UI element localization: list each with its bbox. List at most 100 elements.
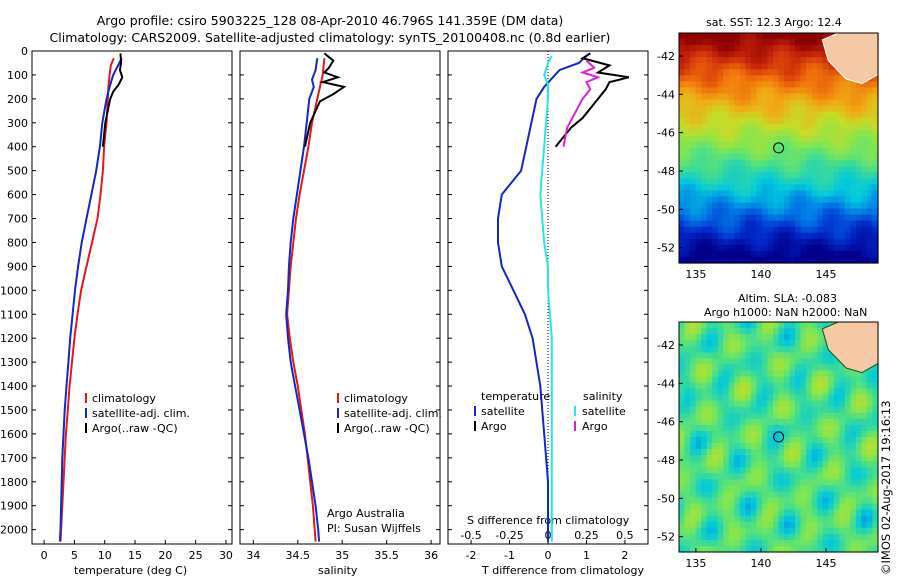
map-cell [789, 491, 796, 499]
map-cell [690, 509, 697, 517]
map-cell [690, 358, 697, 365]
map-cell [828, 135, 835, 143]
map-cell [723, 178, 730, 185]
map-cell [839, 93, 846, 101]
map-cell [679, 172, 686, 179]
map-cell [701, 45, 708, 52]
map-cell [784, 202, 791, 210]
map-cell [745, 75, 752, 83]
map-cell [811, 340, 818, 347]
diff-legend-temperature-header: temperature [481, 390, 551, 403]
map-cell [866, 539, 873, 547]
map-ytick-label-sst-map--46: -46 [657, 127, 675, 140]
map-cell [723, 322, 730, 329]
map-cell [695, 166, 702, 173]
map-cell [844, 497, 851, 505]
map-cell [717, 39, 724, 46]
map-cell [784, 87, 791, 95]
map-cell [806, 364, 813, 372]
map-cell [684, 220, 691, 228]
map-cell [855, 485, 862, 493]
map-cell [778, 352, 785, 359]
map-cell [784, 51, 791, 58]
map-cell [822, 406, 829, 414]
map-cell [756, 220, 763, 228]
map-cell [784, 412, 791, 420]
map-cell [866, 214, 873, 222]
map-cell [728, 485, 735, 493]
map-cell [817, 412, 824, 420]
map-cell [690, 129, 697, 137]
map-cell [723, 93, 730, 101]
map-cell [861, 123, 868, 131]
map-cell [745, 33, 752, 40]
map-cell [723, 87, 730, 95]
map-cell [728, 322, 735, 329]
map-cell [789, 437, 796, 444]
map-cell [773, 75, 780, 83]
map-cell [817, 99, 824, 107]
map-cell [872, 87, 879, 95]
map-cell [806, 141, 813, 149]
map-cell [773, 461, 780, 468]
map-cell [761, 117, 768, 125]
map-cell [800, 443, 807, 450]
map-cell [723, 63, 730, 70]
map-cell [850, 135, 857, 143]
map-cell [795, 75, 802, 83]
map-cell [828, 256, 835, 264]
map-cell [739, 87, 746, 95]
map-cell [806, 117, 813, 125]
map-cell [679, 503, 686, 511]
map-cell [684, 160, 691, 167]
map-cell [717, 485, 724, 493]
map-cell [728, 196, 735, 204]
map-cell [861, 81, 868, 89]
map-cell [828, 424, 835, 432]
map-cell [850, 479, 857, 487]
map-cell [695, 39, 702, 46]
map-cell [833, 437, 840, 444]
series-difference-1 [554, 52, 630, 148]
map-cell [679, 160, 686, 167]
map-cell [745, 412, 752, 420]
map-cell [778, 244, 785, 252]
map-cell [706, 196, 713, 204]
map-cell [800, 376, 807, 384]
map-cell [795, 527, 802, 535]
map-cell [690, 160, 697, 167]
map-cell [866, 154, 873, 161]
map-cell [761, 69, 768, 76]
map-cell [789, 340, 796, 347]
map-cell [712, 322, 719, 329]
map-cell [739, 461, 746, 468]
map-cell [734, 449, 741, 456]
map-cell [734, 509, 741, 517]
map-cell [844, 196, 851, 204]
map-cell [866, 220, 873, 228]
map-cell [784, 33, 791, 40]
map-cell [690, 430, 697, 438]
map-cell [800, 358, 807, 365]
map-cell [734, 69, 741, 76]
map-cell [767, 370, 774, 378]
map-cell [806, 256, 813, 264]
map-cell [767, 244, 774, 252]
map-cell [806, 443, 813, 450]
map-cell [767, 93, 774, 101]
map-cell [679, 226, 686, 234]
map-cell [872, 123, 879, 131]
map-cell [795, 172, 802, 179]
map-cell [734, 57, 741, 64]
map-cell [866, 166, 873, 173]
map-cell [684, 39, 691, 46]
map-cell [855, 527, 862, 535]
map-cell [839, 214, 846, 222]
map-cell [861, 190, 868, 198]
map-cell [828, 509, 835, 517]
map-cell [761, 322, 768, 329]
map-cell [833, 503, 840, 511]
map-cell [828, 141, 835, 149]
map-cell [684, 334, 691, 341]
map-cell [712, 527, 719, 535]
